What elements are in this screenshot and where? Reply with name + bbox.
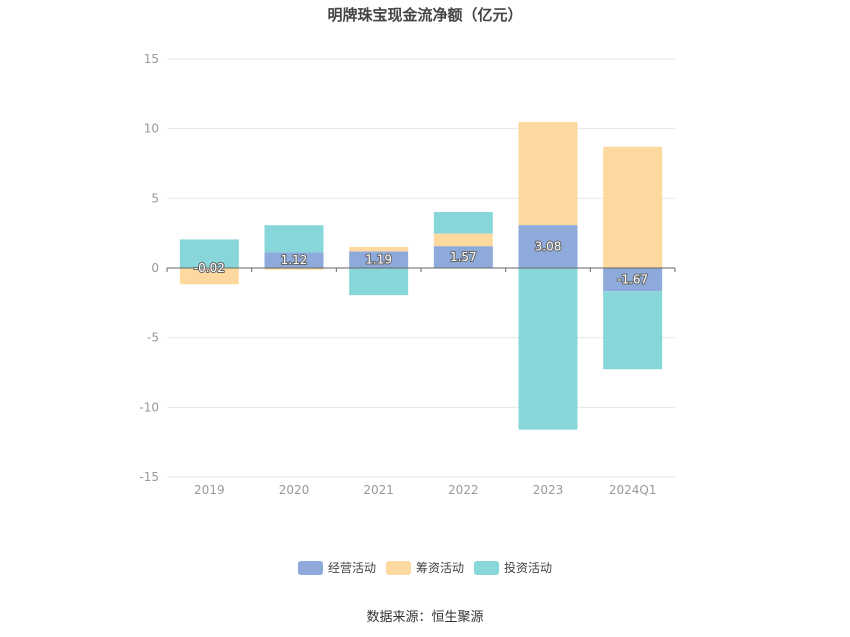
y-tick-label: -15 bbox=[139, 470, 159, 484]
legend-swatch bbox=[298, 561, 323, 575]
x-tick-label: 2019 bbox=[194, 483, 225, 497]
legend-label: 筹资活动 bbox=[416, 561, 464, 575]
legend-item-经营活动[interactable]: 经营活动 bbox=[298, 561, 376, 575]
y-tick-label: 10 bbox=[144, 122, 159, 136]
x-tick-label: 2021 bbox=[363, 483, 394, 497]
bars bbox=[179, 121, 663, 430]
bar-经营活动-2023[interactable] bbox=[518, 225, 578, 268]
data-label: -1.67 bbox=[617, 273, 648, 287]
zero-axis bbox=[166, 267, 676, 272]
x-tick-label: 2024Q1 bbox=[609, 483, 657, 497]
grid: 15 10 5 0 -5 -10 -15 bbox=[139, 52, 675, 484]
bar-投资活动-2019[interactable] bbox=[179, 239, 239, 268]
x-tick-label: 2023 bbox=[533, 483, 564, 497]
x-axis: 2019 2020 2021 2022 2023 2024Q1 bbox=[194, 483, 656, 497]
bar-投资活动-2020[interactable] bbox=[264, 225, 324, 253]
chart-title: 明牌珠宝现金流净额（亿元） bbox=[327, 6, 522, 24]
legend-item-筹资活动[interactable]: 筹资活动 bbox=[386, 561, 464, 575]
bar-筹资活动-2023[interactable] bbox=[518, 121, 578, 226]
bar-筹资活动-2020[interactable] bbox=[264, 268, 324, 270]
y-tick-label: -10 bbox=[139, 400, 159, 414]
legend-label: 投资活动 bbox=[504, 560, 552, 575]
legend-swatch bbox=[474, 561, 499, 575]
y-tick-label: 15 bbox=[144, 52, 159, 66]
bar-经营活动-2022[interactable] bbox=[433, 246, 493, 268]
data-label: -0.02 bbox=[194, 261, 225, 275]
bar-筹资活动-2019[interactable] bbox=[179, 268, 239, 285]
source-note: 数据来源：恒生聚源 bbox=[366, 610, 483, 625]
legend-swatch bbox=[386, 561, 411, 575]
bar-经营活动-2024Q1[interactable] bbox=[603, 268, 663, 292]
data-label: 3.08 bbox=[535, 240, 562, 254]
y-tick-label: -5 bbox=[147, 331, 159, 345]
data-label: 1.12 bbox=[281, 253, 308, 267]
bar-投资活动-2021[interactable] bbox=[349, 268, 409, 296]
legend-item-投资活动[interactable]: 投资活动 bbox=[474, 560, 552, 575]
legend[interactable]: 经营活动 筹资活动 投资活动 bbox=[298, 560, 552, 575]
data-labels: -0.02 1.12 1.19 1.57 3.08 -1.67 bbox=[193, 239, 649, 288]
bar-筹资活动-2022[interactable] bbox=[433, 233, 493, 247]
bar-投资活动-2023[interactable] bbox=[518, 268, 578, 430]
bar-经营活动-2021[interactable] bbox=[349, 251, 409, 268]
bar-筹资活动-2021[interactable] bbox=[349, 246, 409, 252]
bar-经营活动-2020[interactable] bbox=[264, 252, 324, 268]
legend-label: 经营活动 bbox=[328, 561, 376, 575]
x-tick-label: 2022 bbox=[448, 483, 479, 497]
y-tick-label: 5 bbox=[151, 191, 159, 205]
data-label: 1.19 bbox=[365, 253, 392, 267]
bar-投资活动-2024Q1[interactable] bbox=[603, 291, 663, 370]
bar-筹资活动-2024Q1[interactable] bbox=[603, 146, 663, 268]
bar-投资活动-2022[interactable] bbox=[433, 211, 493, 234]
x-tick-label: 2020 bbox=[279, 483, 310, 497]
data-label: 1.57 bbox=[450, 250, 477, 264]
y-tick-label: 0 bbox=[151, 261, 159, 275]
